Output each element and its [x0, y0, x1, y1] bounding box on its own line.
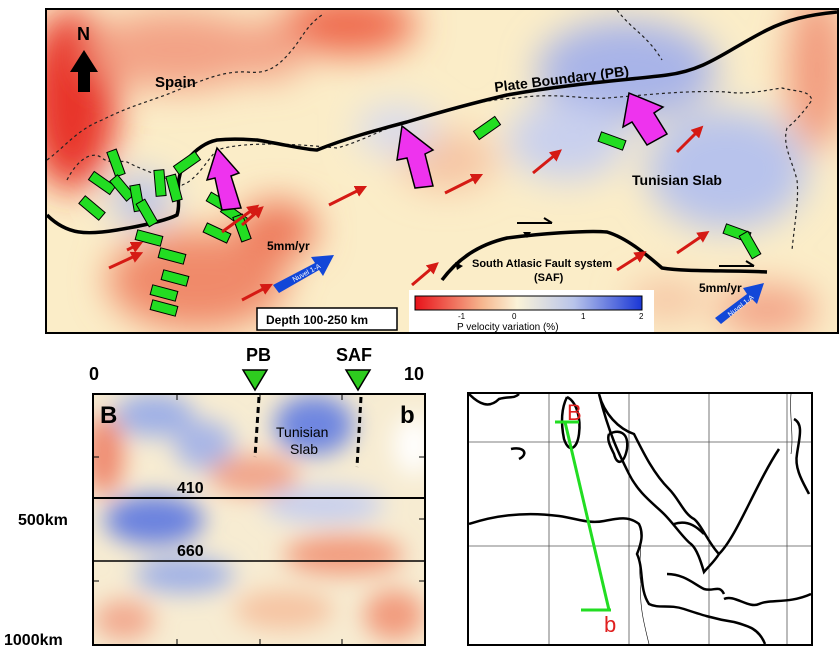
- gps-arrow: [221, 204, 260, 234]
- stress-bar: [153, 169, 167, 197]
- section-slab-label-line2: Slab: [290, 441, 318, 457]
- saf-line: [440, 229, 768, 282]
- tomography-map: Nuvel 1-A Nuvel 1-A N Spain Plate Bounda…: [45, 8, 839, 334]
- velocity-scale-label-left: 5mm/yr: [267, 239, 310, 253]
- stress-bar: [78, 195, 106, 221]
- border-line: [638, 523, 650, 644]
- stress-bar: [135, 198, 159, 228]
- profile-start-label: B: [567, 400, 582, 425]
- border-line: [790, 394, 793, 455]
- stress-bar: [157, 247, 187, 265]
- stress-bar: [160, 269, 190, 287]
- pb-motion-arrow: [745, 260, 755, 267]
- discontinuity-660-label: 660: [177, 543, 204, 560]
- gps-arrow: [126, 241, 144, 253]
- saf-projection-line: [355, 396, 363, 468]
- gps-arrow: [676, 230, 710, 255]
- profile-line: [563, 421, 611, 611]
- section-slab-label: Tunisian: [276, 424, 328, 440]
- section-anomaly-field: [94, 395, 424, 640]
- locator-map: B b: [467, 392, 813, 646]
- colorbar-tick: 2: [639, 312, 644, 321]
- coastlines: [469, 394, 811, 644]
- gps-arrow: [241, 283, 273, 302]
- gps-arrow: [108, 251, 144, 270]
- cross-section-canvas: B b Tunisian Slab 410 660: [94, 395, 424, 644]
- saf-motion-arrow: [543, 217, 553, 224]
- stress-bar: [172, 150, 202, 176]
- stress-bar: [472, 115, 502, 141]
- stress-bar: [87, 170, 117, 196]
- gps-arrow: [241, 206, 264, 227]
- coastline-italy: [616, 10, 663, 61]
- velocity-scale-label-right: 5mm/yr: [699, 281, 742, 295]
- tomography-map-canvas: Nuvel 1-A Nuvel 1-A N Spain Plate Bounda…: [47, 10, 837, 332]
- stress-bar: [202, 222, 232, 244]
- tunisian-slab-label: Tunisian Slab: [632, 172, 722, 188]
- stress-bar: [106, 148, 126, 178]
- large-arrow: [396, 124, 435, 189]
- gps-arrow: [616, 251, 647, 272]
- large-arrow: [205, 146, 242, 211]
- stress-bar: [109, 174, 135, 202]
- slab-pull-arrows: [205, 91, 669, 211]
- pb-marker-label: PB: [246, 345, 272, 365]
- pb-projection-line: [253, 396, 261, 458]
- gps-arrow: [532, 149, 562, 175]
- nuvel-arrow-right: [715, 283, 764, 324]
- north-label: N: [77, 24, 90, 44]
- pb-marker-icon: [241, 369, 269, 392]
- spain-label: Spain: [155, 74, 196, 91]
- discontinuity-410-label: 410: [177, 480, 204, 497]
- stress-bar: [597, 131, 627, 151]
- saf-label: South Atlasic Fault system: [472, 258, 612, 270]
- gps-arrows: [108, 125, 710, 302]
- stress-bars: [78, 115, 762, 317]
- large-arrow: [621, 91, 669, 146]
- nuvel-arrow-left: [273, 255, 334, 293]
- depth-label-box: [256, 307, 398, 331]
- saf-marker-icon: [344, 369, 372, 392]
- saf-thrust-tick: [523, 232, 531, 238]
- colorbar-title: P velocity variation (%): [457, 322, 559, 332]
- stress-bar: [149, 299, 179, 317]
- depth-label-1000: 1000km: [4, 632, 63, 649]
- stress-bar: [149, 284, 179, 302]
- gps-arrow: [411, 262, 439, 287]
- colorbar-tick: 1: [581, 312, 586, 321]
- stress-bar: [738, 230, 762, 260]
- axis-label-end: 10: [404, 364, 425, 384]
- plate-boundary-line: [47, 10, 837, 235]
- cross-section: B b Tunisian Slab 410 660: [92, 393, 426, 646]
- gps-arrow: [328, 185, 368, 207]
- depth-label: Depth 100-250 km: [266, 313, 368, 327]
- section-start-label: B: [100, 402, 117, 429]
- saf-abbrev-label: (SAF): [534, 272, 564, 284]
- saf-marker-label: SAF: [336, 345, 372, 365]
- locator-map-canvas: B b: [469, 394, 811, 644]
- profile-end-label: b: [604, 612, 616, 637]
- gps-arrow: [675, 125, 704, 154]
- stress-bar: [134, 229, 164, 247]
- colorbar-tick: -1: [458, 312, 466, 321]
- depth-label-500: 500km: [18, 512, 68, 529]
- section-end-label: b: [400, 402, 415, 429]
- axis-label-start: 0: [89, 364, 100, 384]
- colorbar: [414, 295, 643, 311]
- north-arrow: [70, 50, 98, 92]
- colorbar-tick: 0: [512, 312, 517, 321]
- saf-thrust-tick: [455, 262, 463, 270]
- gps-arrow: [444, 173, 484, 195]
- section-ticks: [94, 395, 424, 644]
- stress-bar: [165, 173, 183, 203]
- graticule: [469, 394, 811, 644]
